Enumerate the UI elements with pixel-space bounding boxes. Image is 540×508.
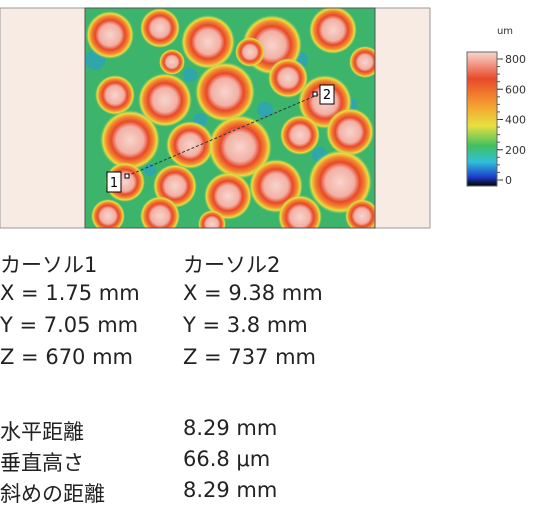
height-blob xyxy=(140,8,180,48)
height-blob xyxy=(349,46,375,78)
text: 垂直高さ xyxy=(0,451,84,475)
text: 斜めの距離 xyxy=(0,482,105,506)
height-blob xyxy=(138,73,192,127)
colorbar-tick-label: 800 xyxy=(505,53,526,66)
text: 8.29 mm xyxy=(183,416,278,440)
text: Z = 737 mm xyxy=(183,345,317,369)
left-panel xyxy=(0,7,86,229)
colorbar-unit: um xyxy=(497,26,513,37)
height-blob xyxy=(195,62,255,122)
cursor-point xyxy=(312,91,318,97)
height-blob xyxy=(95,75,135,115)
text: Y = 7.05 mm xyxy=(0,313,139,337)
colorbar-tick-label: 400 xyxy=(505,114,526,127)
map-border xyxy=(84,7,376,229)
height-blob xyxy=(198,210,226,228)
cursor-box xyxy=(319,84,335,105)
colorbar-tick-label: 200 xyxy=(505,144,526,157)
height-blob xyxy=(235,37,265,67)
text: 66.8 μm xyxy=(183,447,271,471)
height-blob xyxy=(326,108,374,156)
colorbar xyxy=(466,51,498,187)
text: カーソル1 xyxy=(0,253,98,277)
text: 8.29 mm xyxy=(183,478,278,502)
cursor-label: 2 xyxy=(323,88,331,103)
cursor-label: 1 xyxy=(110,176,118,191)
height-blob xyxy=(86,11,134,59)
height-blob xyxy=(308,150,372,214)
height-blob xyxy=(140,196,180,228)
colorbar-tick-label: 600 xyxy=(505,83,526,96)
figure: 1 2 um 800 600 400 200 0 xyxy=(0,7,526,229)
height-blob xyxy=(166,121,214,169)
text: X = 1.75 mm xyxy=(0,281,140,305)
cursor-point xyxy=(124,173,130,179)
height-blob xyxy=(159,49,185,75)
height-blob xyxy=(204,172,252,220)
text: X = 9.38 mm xyxy=(183,281,323,305)
low-spot xyxy=(183,68,197,82)
low-spot xyxy=(257,102,273,118)
height-blob xyxy=(208,115,272,179)
right-panel xyxy=(374,7,431,229)
text: カーソル2 xyxy=(183,253,281,277)
height-blob xyxy=(280,115,320,155)
height-blob xyxy=(100,110,160,170)
text: 水平距離 xyxy=(0,420,84,444)
height-map xyxy=(85,8,375,228)
text: Y = 3.8 mm xyxy=(183,313,308,337)
cursor-line xyxy=(126,92,323,177)
text: Z = 670 mm xyxy=(0,345,134,369)
height-blob xyxy=(309,8,357,54)
colorbar-tick-label: 0 xyxy=(505,174,512,187)
height-blob xyxy=(91,199,125,228)
height-blob xyxy=(345,199,375,228)
cursor-box xyxy=(106,171,122,193)
height-blob xyxy=(181,15,235,69)
height-blob xyxy=(268,58,308,98)
height-blob xyxy=(278,195,322,228)
